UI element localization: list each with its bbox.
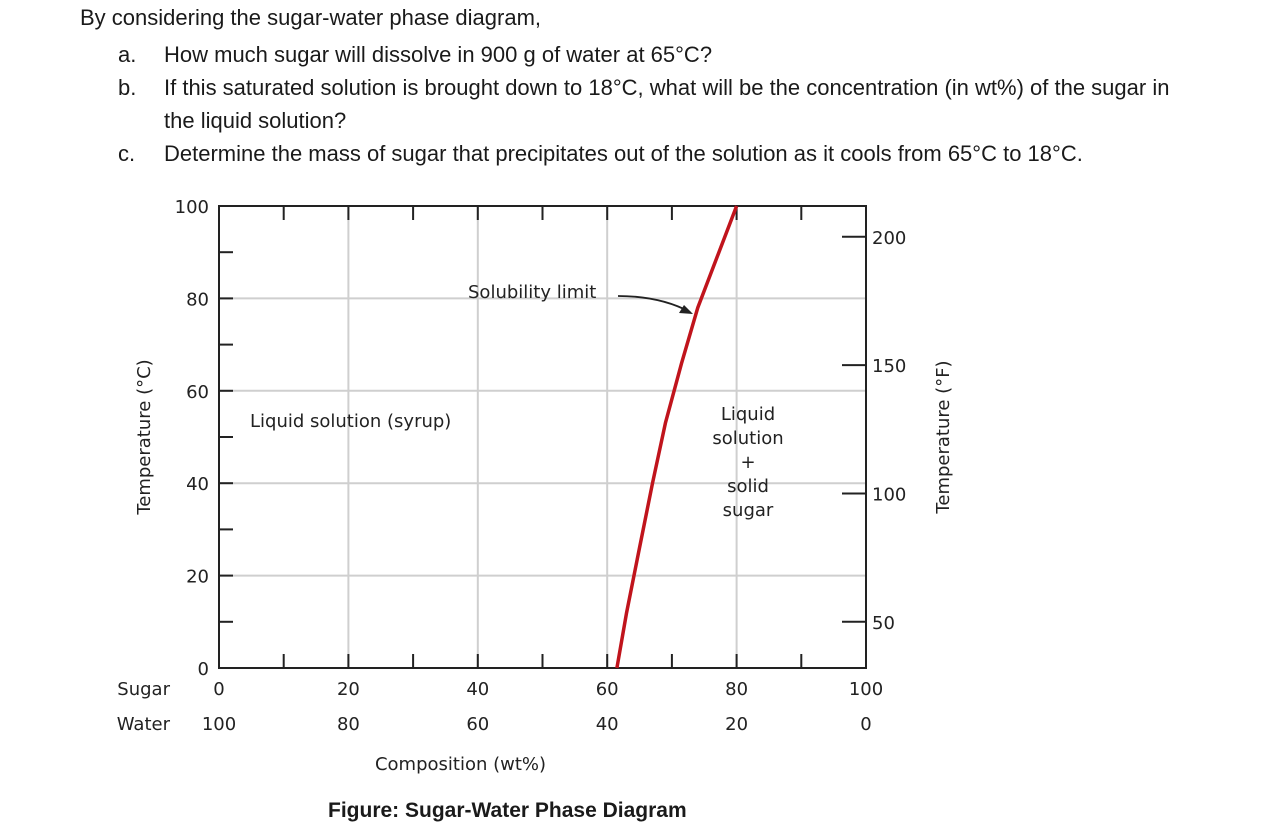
x-row-label-sugar: Sugar [117, 679, 170, 700]
two-phase-region-label: sugar [723, 500, 774, 521]
x-tick-label-sugar: 100 [849, 679, 883, 700]
x-tick-label-sugar: 40 [466, 679, 489, 700]
x-tick-label-water: 40 [596, 714, 619, 735]
y2-axis-label: Temperature (°F) [933, 360, 954, 514]
y2-tick-label: 50 [872, 613, 895, 634]
y2-tick-label: 200 [872, 228, 906, 249]
y-axis-label: Temperature (°C) [134, 359, 155, 515]
question-text: How much sugar will dissolve in 900 g of… [164, 42, 713, 67]
x-tick-label-water: 0 [860, 714, 871, 735]
question-text: Determine the mass of sugar that precipi… [164, 141, 1083, 166]
question-letter: c. [118, 141, 136, 166]
question-list: a. How much sugar will dissolve in 900 g… [118, 38, 1194, 170]
x-tick-label-water: 60 [466, 714, 489, 735]
two-phase-region-label: solution [712, 428, 783, 449]
x-tick-label-water: 20 [725, 714, 748, 735]
two-phase-region-label: + [740, 452, 755, 473]
two-phase-region-label: Liquid [721, 404, 775, 425]
question-item-c: c. Determine the mass of sugar that prec… [118, 137, 1194, 170]
x-row-label-water: Water [117, 714, 171, 735]
x-tick-label-sugar: 80 [725, 679, 748, 700]
x-tick-label-sugar: 0 [213, 679, 224, 700]
y-tick-label: 40 [186, 474, 209, 495]
y-tick-label: 0 [198, 659, 209, 680]
question-letter: a. [118, 42, 137, 67]
x-axis-label: Composition (wt%) [375, 754, 546, 775]
question-item-a: a. How much sugar will dissolve in 900 g… [118, 38, 1194, 71]
y2-tick-label: 100 [872, 484, 906, 505]
y2-tick-label: 150 [872, 356, 906, 377]
y-tick-label: 60 [186, 382, 209, 403]
y-tick-label: 20 [186, 567, 209, 588]
liquid-region-label: Liquid solution (syrup) [250, 411, 451, 432]
solubility-limit-arrowhead [679, 305, 693, 314]
y-tick-label: 80 [186, 289, 209, 310]
y-tick-label: 100 [175, 197, 209, 218]
figure-caption: Figure: Sugar-Water Phase Diagram [328, 799, 687, 822]
two-phase-region-label: solid [727, 476, 769, 497]
x-tick-label-sugar: 20 [337, 679, 360, 700]
question-letter: b. [118, 75, 137, 100]
x-tick-label-sugar: 60 [596, 679, 619, 700]
question-intro: By considering the sugar-water phase dia… [80, 5, 542, 30]
x-tick-label-water: 80 [337, 714, 360, 735]
question-text: If this saturated solution is brought do… [164, 75, 1170, 133]
x-tick-label-water: 100 [202, 714, 236, 735]
solubility-limit-label: Solubility limit [468, 282, 596, 303]
solubility-curve [615, 205, 739, 669]
question-item-b: b. If this saturated solution is brought… [118, 71, 1194, 137]
